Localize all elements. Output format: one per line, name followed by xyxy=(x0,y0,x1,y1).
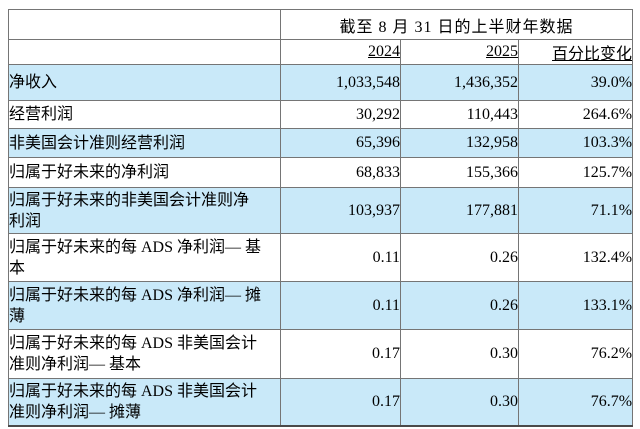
value-pct-change: 132.4% xyxy=(517,233,634,282)
value-2024: 103,937 xyxy=(280,187,401,234)
table-row: 经营利润 30,292 110,443 264.6% xyxy=(8,100,634,129)
value-pct-change: 103.3% xyxy=(517,128,634,158)
value-pct-change: 39.0% xyxy=(517,64,634,101)
table-row: 非美国会计准则经营利润 65,396 132,958 103.3% xyxy=(8,128,634,158)
table-row: 归属于好未来的每 ADS 净利润— 基 本 0.11 0.26 132.4% xyxy=(8,233,634,282)
value-pct-change: 264.6% xyxy=(517,100,634,129)
header-columns-row: 2024 2025 百分比变化 xyxy=(8,39,634,65)
value-pct-change: 76.7% xyxy=(517,378,634,426)
value-2025: 0.30 xyxy=(400,378,519,426)
header-title-row: 截至 8 月 31 日的上半财年数据 xyxy=(8,9,634,40)
empty-label-header-cell xyxy=(8,39,281,65)
value-pct-change: 125.7% xyxy=(517,157,634,188)
col-header-pct-change-label: 百分比变化 xyxy=(552,46,633,63)
col-header-2025-label: 2025 xyxy=(486,43,518,60)
value-pct-change: 133.1% xyxy=(517,281,634,330)
value-2025: 110,443 xyxy=(400,100,519,129)
value-2024: 68,833 xyxy=(280,157,401,188)
row-label: 归属于好未来的每 ADS 净利润— 摊 薄 xyxy=(8,281,281,330)
financial-table: 截至 8 月 31 日的上半财年数据 2024 2025 百分比变化 净收入 1… xyxy=(8,9,634,427)
value-2025: 177,881 xyxy=(400,187,519,234)
row-label: 经营利润 xyxy=(8,100,281,129)
value-2024: 0.11 xyxy=(280,233,401,282)
value-pct-change: 71.1% xyxy=(517,187,634,234)
corner-empty-cell xyxy=(8,9,281,40)
value-2024: 0.11 xyxy=(280,281,401,330)
value-2024: 1,033,548 xyxy=(280,64,401,101)
table-row: 归属于好未来的每 ADS 非美国会计 准则净利润— 基本 0.17 0.30 7… xyxy=(8,329,634,379)
table-row: 归属于好未来的净利润 68,833 155,366 125.7% xyxy=(8,157,634,188)
row-label: 归属于好未来的每 ADS 非美国会计 准则净利润— 摊薄 xyxy=(8,378,281,426)
value-2025: 1,436,352 xyxy=(400,64,519,101)
value-2025: 0.26 xyxy=(400,233,519,282)
value-2025: 132,958 xyxy=(400,128,519,158)
row-label: 归属于好未来的每 ADS 非美国会计 准则净利润— 基本 xyxy=(8,329,281,379)
row-label: 非美国会计准则经营利润 xyxy=(8,128,281,158)
table-body: 净收入 1,033,548 1,436,352 39.0% 经营利润 30,29… xyxy=(8,64,634,426)
row-label: 归属于好未来的每 ADS 净利润— 基 本 xyxy=(8,233,281,282)
table-row: 归属于好未来的每 ADS 非美国会计 准则净利润— 摊薄 0.17 0.30 7… xyxy=(8,378,634,426)
value-2025: 0.26 xyxy=(400,281,519,330)
row-label: 归属于好未来的非美国会计准则净 利润 xyxy=(8,187,281,234)
row-label: 净收入 xyxy=(8,64,281,101)
col-header-2024-label: 2024 xyxy=(368,43,400,60)
col-header-2025: 2025 xyxy=(400,39,519,65)
value-2024: 65,396 xyxy=(280,128,401,158)
value-2024: 0.17 xyxy=(280,378,401,426)
col-header-2024: 2024 xyxy=(280,39,401,65)
table-title: 截至 8 月 31 日的上半财年数据 xyxy=(279,9,634,40)
value-pct-change: 76.2% xyxy=(517,329,634,379)
value-2024: 30,292 xyxy=(280,100,401,129)
row-label: 归属于好未来的净利润 xyxy=(8,157,281,188)
table-row: 净收入 1,033,548 1,436,352 39.0% xyxy=(8,64,634,101)
table-row: 归属于好未来的每 ADS 净利润— 摊 薄 0.11 0.26 133.1% xyxy=(8,281,634,330)
value-2025: 155,366 xyxy=(400,157,519,188)
table-header: 截至 8 月 31 日的上半财年数据 2024 2025 百分比变化 xyxy=(8,9,634,65)
value-2025: 0.30 xyxy=(400,329,519,379)
col-header-pct-change: 百分比变化 xyxy=(517,39,634,65)
table-row: 归属于好未来的非美国会计准则净 利润 103,937 177,881 71.1% xyxy=(8,187,634,234)
value-2024: 0.17 xyxy=(280,329,401,379)
